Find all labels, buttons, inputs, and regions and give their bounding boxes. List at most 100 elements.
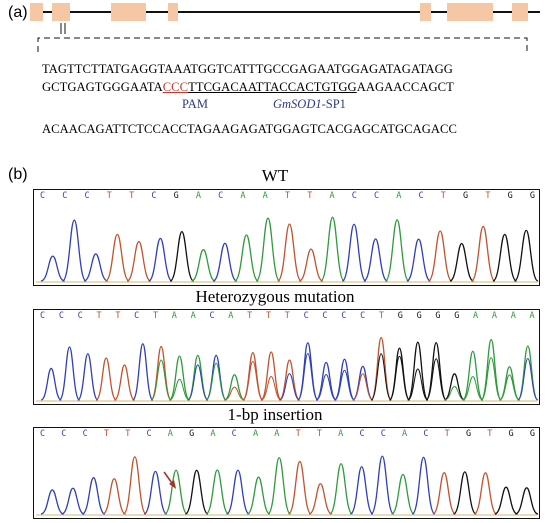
chromatogram-peak	[212, 242, 238, 282]
base-call: C	[151, 191, 157, 201]
secondary-peak	[224, 386, 245, 401]
base-call: C	[146, 429, 152, 439]
exon-2	[52, 3, 70, 21]
chromatogram-peaks	[36, 216, 539, 283]
base-call: T	[103, 429, 110, 439]
chromatogram-peak	[114, 364, 135, 401]
secondary-peak	[260, 375, 282, 401]
chromatogram-peak	[81, 477, 106, 515]
trace-title-insertion: 1-bp insertion	[227, 405, 323, 424]
target-gene-name: GmSOD1	[273, 97, 322, 111]
base-call: T	[247, 311, 253, 321]
chromatogram-peak	[427, 230, 453, 282]
base-call: A	[274, 429, 280, 439]
chromatogram-peak	[267, 457, 292, 515]
base-call: C	[77, 311, 83, 321]
base-call: T	[129, 191, 135, 201]
sequence-line-3: ACAACAGATTCTCCACCTAGAAGAGATGGAGTCACGAGCA…	[42, 122, 457, 136]
base-call: G	[173, 191, 179, 201]
base-call: C	[303, 311, 309, 321]
chromatogram-peak	[95, 357, 117, 401]
base-call: C	[231, 429, 237, 439]
base-call: C	[40, 311, 46, 321]
sequence-line-2-suffix: AAGAACCAGCT	[356, 80, 454, 94]
secondary-peak	[499, 374, 520, 401]
exon-1	[30, 3, 43, 21]
base-call: T	[444, 429, 450, 439]
chromatogram-peak	[363, 238, 389, 282]
chromatogram-peak	[432, 472, 457, 515]
base-call: G	[454, 311, 460, 321]
gene-structure-diagram	[30, 3, 540, 52]
base-call: T	[265, 311, 272, 321]
chromatogram-peak	[40, 255, 65, 282]
secondary-peak	[352, 373, 374, 401]
secondary-peak	[462, 376, 484, 401]
secondary-peak	[297, 353, 319, 401]
base-call: C	[40, 429, 46, 439]
base-call: G	[508, 429, 514, 439]
sequence-line-2-prefix: GCTGAGTGGGAATA	[42, 80, 163, 94]
base-call: T	[96, 311, 102, 321]
base-call: G	[465, 429, 472, 439]
chromatogram-peak	[205, 469, 230, 515]
chromatogram-peak	[169, 231, 195, 282]
secondary-peak	[334, 369, 355, 401]
chromatogram-peak	[205, 354, 227, 401]
base-call: A	[195, 191, 201, 201]
secondary-peak	[187, 364, 209, 401]
insertion-arrow-head	[169, 480, 177, 489]
chromatogram-peak	[425, 342, 447, 401]
chromatogram-peak	[513, 229, 539, 282]
chromatogram-peak	[242, 352, 264, 401]
base-call: C	[373, 191, 380, 201]
chromatogram-peak	[61, 219, 87, 282]
base-call: C	[82, 429, 88, 439]
base-call: C	[62, 191, 68, 201]
chromatogram-peak	[147, 237, 173, 282]
secondary-peak	[150, 359, 172, 401]
base-call: T	[125, 429, 131, 439]
chromatogram-peak	[122, 456, 147, 515]
base-call: A	[167, 429, 173, 439]
chromatogram-peak	[102, 478, 126, 515]
base-call: G	[507, 191, 513, 201]
chromatogram-peak	[224, 374, 245, 401]
base-call: G	[463, 191, 469, 201]
base-call: T	[106, 191, 112, 201]
base-call: T	[485, 191, 491, 201]
base-call: T	[295, 429, 301, 439]
sgrna-target-sequence: TTCGACAATTACCACTGTGG	[188, 80, 357, 94]
chromatogram-peak	[370, 336, 392, 401]
base-call: C	[423, 429, 429, 439]
exon-5	[420, 3, 431, 21]
chromatogram-peak	[225, 469, 250, 515]
chromatogram-peak	[384, 219, 410, 282]
panel-b-label: (b)	[8, 166, 28, 183]
base-call: C	[209, 311, 215, 321]
base-call: C	[322, 311, 328, 321]
chromatogram-peak	[444, 373, 465, 401]
chromatogram-peak	[473, 472, 498, 515]
chromatogram-peak	[278, 359, 301, 401]
trace-title-heterozygous: Heterozygous mutation	[195, 287, 355, 306]
secondary-peak	[169, 378, 190, 401]
base-call: C	[134, 311, 140, 321]
base-call: A	[329, 191, 335, 201]
base-call: T	[316, 429, 322, 439]
chromatogram-peaks	[36, 336, 539, 402]
base-call: C	[418, 191, 424, 201]
base-call: C	[341, 311, 347, 321]
base-call: T	[284, 191, 291, 201]
base-call: C	[351, 191, 357, 201]
chromatogram-peak	[246, 476, 271, 515]
secondary-peak	[388, 355, 411, 401]
chromatogram-peak	[168, 355, 191, 401]
pam-label: PAM	[182, 97, 208, 111]
base-call: C	[40, 191, 46, 201]
base-call: A	[396, 191, 402, 201]
